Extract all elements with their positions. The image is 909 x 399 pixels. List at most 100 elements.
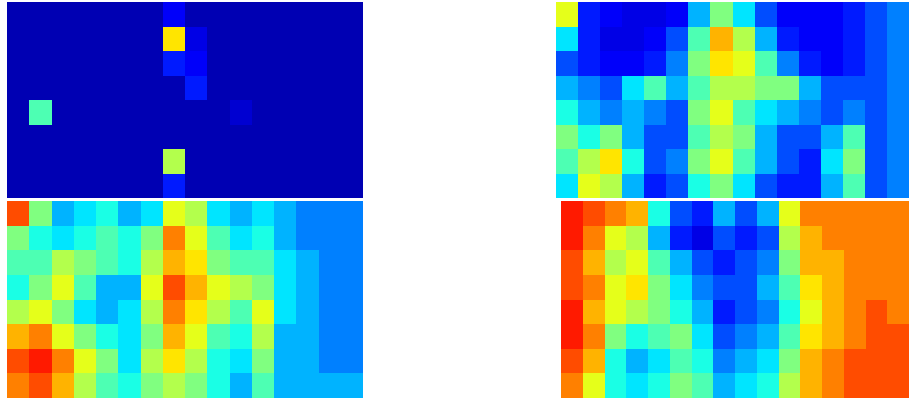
heatmap-cell: [648, 300, 670, 325]
heatmap-cell: [74, 76, 97, 101]
heatmap-cell: [163, 149, 186, 174]
heatmap-cell: [692, 300, 714, 325]
heatmap-cell: [710, 100, 733, 125]
heatmap-cell: [844, 349, 866, 374]
heatmap-cell: [733, 76, 756, 101]
heatmap-cell: [710, 2, 733, 27]
heatmap-cell: [843, 76, 866, 101]
heatmap-cell: [755, 76, 778, 101]
heatmap-cell: [578, 100, 601, 125]
heatmap-cell: [777, 27, 800, 52]
heatmap-cell: [733, 174, 756, 199]
heatmap-cell: [230, 226, 253, 251]
heatmap-cell: [7, 100, 30, 125]
heatmap-cell: [341, 76, 363, 101]
heatmap-cell: [163, 250, 186, 275]
heatmap-cell: [96, 100, 119, 125]
heatmap-cell: [644, 27, 667, 52]
heatmap-cell: [7, 226, 30, 251]
heatmap-cell: [822, 250, 844, 275]
heatmap-cell: [666, 149, 689, 174]
heatmap-cell: [230, 100, 253, 125]
heatmap-cell: [865, 76, 888, 101]
heatmap-cell: [605, 226, 627, 251]
heatmap-cell: [844, 250, 866, 275]
heatmap-cell: [692, 226, 714, 251]
heatmap-cell: [779, 349, 801, 374]
heatmap-cell: [341, 51, 363, 76]
heatmap-cell: [843, 2, 866, 27]
heatmap-cell: [252, 51, 275, 76]
heatmap-cell: [561, 324, 583, 349]
heatmap-cell: [96, 300, 119, 325]
heatmap-cell: [688, 149, 711, 174]
heatmap-cell: [648, 349, 670, 374]
heatmap-cell: [556, 174, 579, 199]
heatmap-cell: [866, 349, 888, 374]
heatmap-cell: [74, 174, 97, 199]
heatmap-cell: [865, 174, 888, 199]
heatmap-cell: [735, 373, 757, 398]
heatmap-cell: [319, 349, 342, 374]
heatmap-cell: [626, 201, 648, 226]
heatmap-cell: [622, 76, 645, 101]
heatmap-cell: [844, 226, 866, 251]
heatmap-cell: [341, 174, 363, 199]
heatmap-cell: [118, 149, 141, 174]
heatmap-cell: [74, 324, 97, 349]
heatmap-cell: [96, 149, 119, 174]
heatmap-cell: [52, 324, 75, 349]
heatmap-cell: [865, 100, 888, 125]
heatmap-cell: [7, 2, 30, 27]
heatmap-cell: [96, 51, 119, 76]
heatmap-cell: [96, 324, 119, 349]
figure: [0, 0, 909, 399]
heatmap-cell: [274, 226, 297, 251]
heatmap-cell: [821, 27, 844, 52]
heatmap-cell: [648, 250, 670, 275]
heatmap-panel: [556, 2, 909, 198]
heatmap-cell: [713, 201, 735, 226]
heatmap-cell: [755, 51, 778, 76]
heatmap-cell: [163, 100, 186, 125]
heatmap-cell: [7, 201, 30, 226]
heatmap-cell: [296, 27, 319, 52]
heatmap-cell: [556, 125, 579, 150]
heatmap-cell: [865, 149, 888, 174]
heatmap-cell: [207, 226, 230, 251]
heatmap-cell: [319, 300, 342, 325]
heatmap-cell: [733, 51, 756, 76]
heatmap-cell: [800, 349, 822, 374]
heatmap-cell: [74, 100, 97, 125]
heatmap-cell: [163, 125, 186, 150]
heatmap-cell: [735, 250, 757, 275]
heatmap-cell: [163, 76, 186, 101]
heatmap-cell: [688, 2, 711, 27]
heatmap-cell: [561, 201, 583, 226]
heatmap-cell: [319, 174, 342, 199]
heatmap-cell: [74, 275, 97, 300]
heatmap-cell: [7, 76, 30, 101]
heatmap-cell: [341, 300, 363, 325]
heatmap-cell: [779, 250, 801, 275]
heatmap-cell: [821, 100, 844, 125]
heatmap-cell: [556, 100, 579, 125]
heatmap-cell: [666, 27, 689, 52]
heatmap-cell: [692, 201, 714, 226]
heatmap-cell: [622, 27, 645, 52]
heatmap-cell: [692, 324, 714, 349]
heatmap-cell: [622, 2, 645, 27]
heatmap-cell: [29, 2, 52, 27]
heatmap-cell: [207, 2, 230, 27]
heatmap-cell: [556, 27, 579, 52]
heatmap-cell: [341, 2, 363, 27]
heatmap-cell: [230, 201, 253, 226]
heatmap-cell: [556, 51, 579, 76]
heatmap-cell: [865, 27, 888, 52]
heatmap-cell: [141, 2, 164, 27]
heatmap-cell: [887, 149, 909, 174]
heatmap-cell: [52, 2, 75, 27]
heatmap-cell: [296, 51, 319, 76]
heatmap-cell: [777, 2, 800, 27]
heatmap-cell: [605, 373, 627, 398]
